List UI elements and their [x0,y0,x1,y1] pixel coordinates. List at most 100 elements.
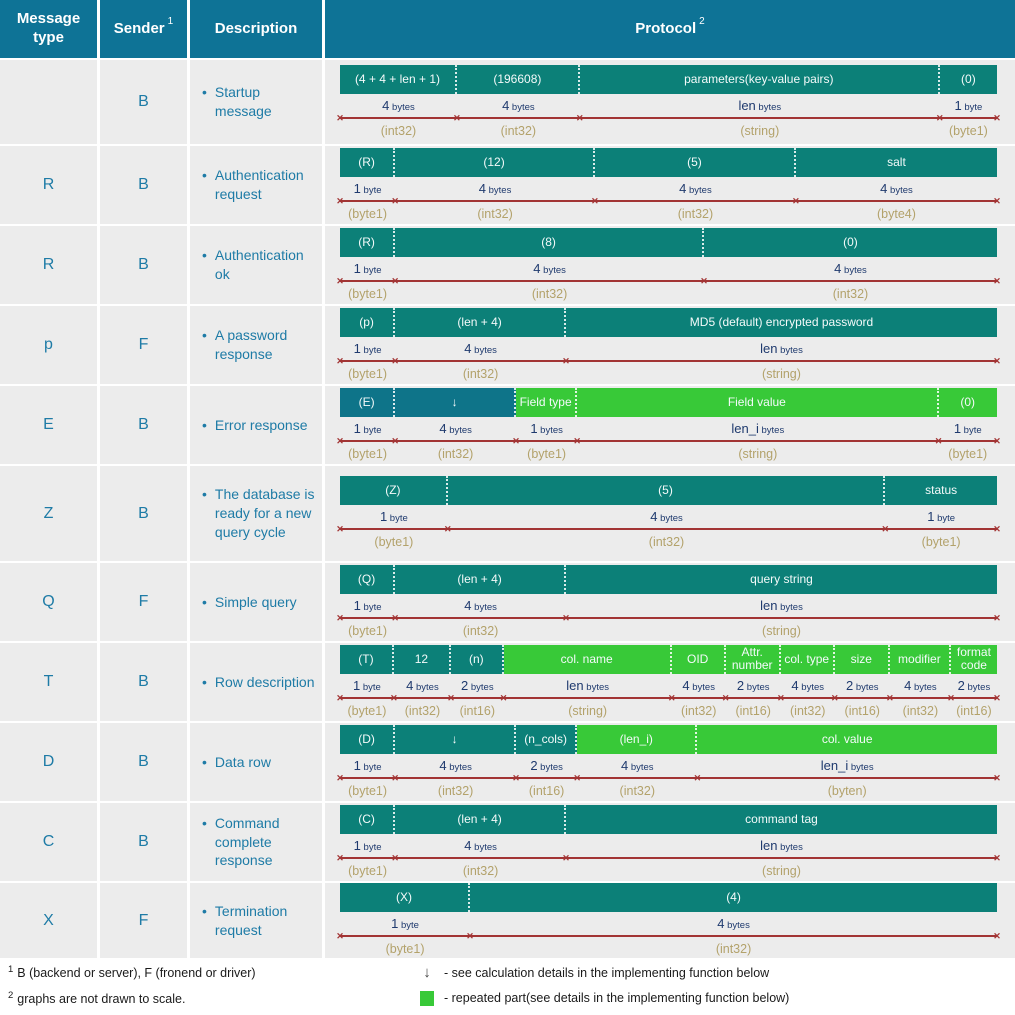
boundary-marker-icon: ✕ [777,692,785,703]
proto-segment-label: (4 + 4 + len + 1) [354,71,440,86]
size-label-row: 1 byte 4 bytes 2 bytes 4 bytes len_i bytes [340,757,997,773]
description-text: Data row [214,753,271,770]
boundary-marker-icon: ✕ [993,931,1001,941]
datatype-label: (int32) [437,446,474,461]
protocol-diagram: (p) (len + 4) MD5 (default) encrypted pass… [336,307,1001,383]
proto-segment: (X) [340,883,471,912]
measure-arrow: ✕ ✕ ✕ ✕ [336,275,1001,287]
size-unit: bytes [657,513,683,524]
table-row: Q F • Simple query (Q) (len + 4) query string 1… [0,563,1015,641]
arrow-line [340,776,997,779]
proto-segment-label: (12) [483,154,505,169]
message-type-cell: Z [0,466,97,561]
size-unit: bytes [471,841,497,853]
boundary-marker-icon: ✕ [668,692,676,703]
datatype-label: (int32) [380,123,417,138]
size-value: 4 [439,420,447,436]
proto-segment-label: (Q) [357,571,376,586]
proto-segment-label: command tag [745,811,818,826]
size-label: len_i bytes [577,420,938,436]
size-unit: byte [360,424,382,436]
proto-segment-label: MD5 (default) encrypted password [689,314,874,329]
proto-segment-label: (X) [396,890,413,905]
size-value: len [738,97,756,113]
proto-segment: (4 + 4 + len + 1) [340,64,457,94]
datatype-label: (byte4) [877,206,916,221]
size-value: 4 [717,916,725,931]
message-type-cell: C [0,803,97,881]
proto-segment: (n_cols) [516,724,578,754]
arrow-line [340,439,997,442]
size-unit: bytes [777,601,803,613]
proto-segment: (8) [395,227,704,257]
boundary-marker-icon: ✕ [336,524,344,534]
datatype-label: (int16) [528,783,565,798]
proto-segment-label: (len + 4) [457,571,502,586]
proto-segment-label: (R) [358,154,375,169]
size-label: 1 byte [340,508,448,524]
header-sender-label: Sender [113,19,165,37]
datatype-label-row: (byte1) (int32) [340,942,997,958]
proto-segment-label: modifier [898,651,941,666]
datatype-label: (int32) [462,366,499,381]
size-unit: byte [360,184,382,196]
bullet-icon: • [202,593,207,610]
size-value: len [566,677,584,693]
footnote-1-marker: 1 [8,964,14,976]
size-value: 1 [954,97,962,113]
size-value: 4 [904,677,912,693]
proto-segment-label: (5) [658,483,673,498]
datatype-label-row: (byte1) (int32) (string) [340,864,997,880]
measure-arrow: ✕ ✕ ✕ ✕ [336,355,1001,367]
down-arrow-icon: ↓ [423,964,431,981]
description-cell: • The database is ready for a new query c… [190,466,322,561]
size-value: 1 [530,420,538,436]
protocol-cell: (R) (12) (5) salt 1 byte 4 bytes 4 bytes 4 byte… [325,146,1015,224]
size-label-row: 1 byte 4 bytes [340,915,997,931]
sender-cell: B [100,60,187,144]
boundary-marker-icon: ✕ [576,112,584,123]
proto-segment-label: size [850,651,872,666]
description-block: • Row description [202,673,315,692]
header-sender-footnote-ref: 1 [167,15,174,27]
boundary-marker-icon: ✕ [721,692,730,703]
size-value: 4 [464,837,472,853]
size-value: len_i [731,420,759,436]
size-value: 4 [382,97,390,113]
size-unit: bytes [777,841,803,853]
proto-segment: size [834,644,890,674]
size-label: 4 bytes [395,597,566,613]
proto-segment: (len + 4) [395,564,566,594]
size-label: 4 bytes [448,508,886,524]
size-value: 2 [845,677,854,693]
datatype-label: (string) [762,623,801,638]
size-label: 1 byte [340,180,395,196]
size-unit: bytes [471,344,497,356]
datatype-label: (byten) [827,783,867,798]
datatype-label: (string) [568,703,608,718]
size-unit: bytes [689,681,715,693]
datatype-label: (int32) [462,863,499,878]
size-value: 4 [682,677,690,693]
size-value: 4 [439,757,447,773]
arrow-line [340,199,997,202]
datatype-label: (int32) [648,535,685,549]
proto-segment-label: (4) [726,890,741,905]
size-label: 4 bytes [395,180,595,196]
datatype-label: (int32) [832,286,869,301]
boundary-marker-icon: ✕ [391,852,399,863]
size-value: 2 [957,677,965,693]
proto-segment: OID [671,644,726,674]
size-label-row: 1 byte 4 bytes 1 bytes len_i bytes 1 byte [340,420,997,436]
sender-cell: B [100,386,187,464]
boundary-marker-icon: ✕ [336,195,344,206]
size-value: len_i [820,757,849,773]
proto-segment-label: (D) [358,731,375,746]
size-label-row: 1 byte 4 bytes 4 bytes 4 bytes [340,180,997,196]
protocol-cell: (D) ↓ (n_cols) (len_i) col. value 1 byte 4 byt… [325,723,1015,801]
size-unit: bytes [628,761,654,773]
size-label: 1 byte [940,97,997,113]
table-row: T B • Row description (T) 12 (n) col. name OID At… [0,643,1015,721]
boundary-marker-icon: ✕ [993,852,1001,863]
